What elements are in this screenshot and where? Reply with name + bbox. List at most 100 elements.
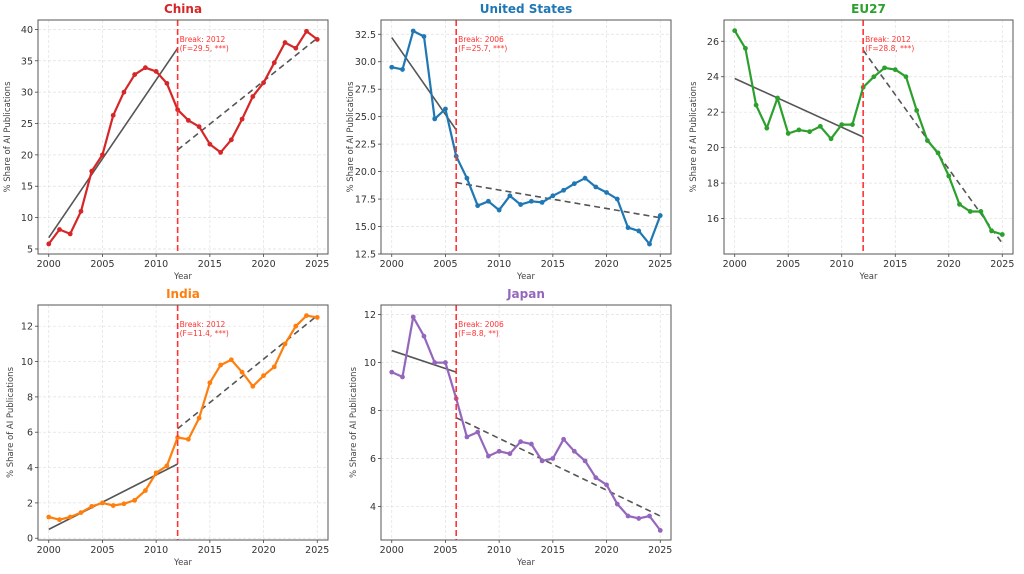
data-series-line xyxy=(48,314,318,521)
data-point xyxy=(604,482,609,488)
x-tick-label: 2015 xyxy=(198,259,222,270)
data-point xyxy=(636,228,642,234)
data-point xyxy=(132,497,138,503)
x-axis-label: Year xyxy=(516,272,536,282)
data-point xyxy=(432,116,438,122)
data-point xyxy=(817,123,823,129)
data-point xyxy=(314,314,320,320)
data-point xyxy=(636,516,642,521)
data-point xyxy=(282,40,288,45)
data-point xyxy=(496,207,502,213)
data-point xyxy=(67,514,73,520)
data-point xyxy=(775,95,780,101)
data-point xyxy=(250,94,256,99)
fit-line-pre-break xyxy=(391,349,457,373)
x-tick-label: 2010 xyxy=(830,259,854,270)
data-point xyxy=(46,514,52,520)
y-tick-label: 24 xyxy=(707,72,719,83)
data-point xyxy=(67,231,73,237)
data-point xyxy=(185,436,191,442)
data-point xyxy=(400,374,405,380)
x-tick-label: 2000 xyxy=(380,545,404,556)
data-point xyxy=(486,453,491,459)
data-point xyxy=(218,149,223,155)
y-tick-label: 2 xyxy=(27,498,33,509)
data-point xyxy=(421,34,427,39)
data-point xyxy=(528,441,534,447)
x-tick-label: 2005 xyxy=(776,259,800,270)
data-point xyxy=(475,429,481,435)
x-tick-label: 2025 xyxy=(305,545,329,556)
data-series-line xyxy=(733,30,1003,236)
data-point xyxy=(57,517,62,523)
data-point xyxy=(657,528,663,533)
data-point xyxy=(957,201,962,207)
data-point xyxy=(625,225,631,231)
data-point xyxy=(518,202,524,207)
data-point xyxy=(389,369,395,375)
data-point xyxy=(121,501,127,507)
y-tick-label: 20 xyxy=(21,150,33,161)
data-point xyxy=(743,45,748,51)
data-point xyxy=(807,129,813,135)
subplot-china: Break: 2012(F=29.5, ***)2000 2005 2010 2015… xyxy=(3,2,329,282)
data-point xyxy=(110,503,116,508)
data-point xyxy=(764,125,770,131)
data-point xyxy=(250,383,256,389)
y-axis-label: % Share of AI Publications xyxy=(6,366,16,478)
data-point xyxy=(271,60,277,66)
data-point xyxy=(475,203,481,209)
data-point xyxy=(753,102,759,108)
data-point xyxy=(207,380,213,386)
x-axis-label: Year xyxy=(859,272,879,282)
data-point xyxy=(239,369,245,375)
subplot-united-states: Break: 2006(F=25.7, ***) 2000 2005 2010 2015… xyxy=(346,2,672,282)
data-point xyxy=(110,112,116,118)
fit-line-post-break xyxy=(456,181,661,219)
break-stat-label: (F=11.4, ***) xyxy=(180,329,229,338)
data-point xyxy=(892,67,898,73)
x-tick-label: 2010 xyxy=(144,259,168,270)
y-tick-label: 5 xyxy=(27,244,33,255)
y-tick-label: 30.0 xyxy=(355,57,376,68)
break-stat-label: (F=8.8, **) xyxy=(458,329,499,338)
data-point xyxy=(989,228,994,234)
data-point xyxy=(582,458,588,464)
data-point xyxy=(539,199,545,205)
data-point xyxy=(293,323,299,329)
data-point xyxy=(571,448,577,454)
data-point xyxy=(389,64,395,70)
x-tick-label: 2025 xyxy=(990,259,1014,270)
x-tick-label: 2000 xyxy=(37,545,61,556)
x-axis-label: Year xyxy=(173,272,193,282)
x-tick-label: 2020 xyxy=(937,259,961,270)
y-axis-label: % Share of AI Publications xyxy=(3,81,13,193)
data-point xyxy=(153,69,159,74)
data-point xyxy=(550,456,556,461)
y-axis-label: % Share of AI Publications xyxy=(349,366,359,478)
data-point xyxy=(196,124,202,130)
data-point xyxy=(647,513,652,519)
data-point xyxy=(410,314,416,320)
y-tick-label: 8 xyxy=(27,392,33,403)
data-point xyxy=(218,362,223,368)
data-point xyxy=(571,181,577,187)
data-point xyxy=(464,175,470,181)
data-point xyxy=(839,122,845,127)
x-tick-label: 2020 xyxy=(251,259,275,270)
data-point xyxy=(132,72,138,77)
data-point xyxy=(400,67,405,72)
x-tick-label: 2005 xyxy=(90,545,114,556)
y-tick-label: 20 xyxy=(707,143,719,154)
data-point xyxy=(207,141,213,147)
y-tick-label: 17.5 xyxy=(355,195,376,206)
x-tick-label: 2015 xyxy=(541,259,565,270)
subplot-india: Break: 2012(F=11.4, ***)2000 2005 2010 2015… xyxy=(6,287,329,568)
y-tick-label: 15 xyxy=(21,182,33,193)
data-point xyxy=(561,187,566,193)
data-point xyxy=(486,198,491,204)
data-point xyxy=(732,28,738,34)
y-tick-label: 40 xyxy=(21,25,33,36)
data-point xyxy=(314,37,320,42)
y-tick-label: 15.0 xyxy=(355,222,376,233)
